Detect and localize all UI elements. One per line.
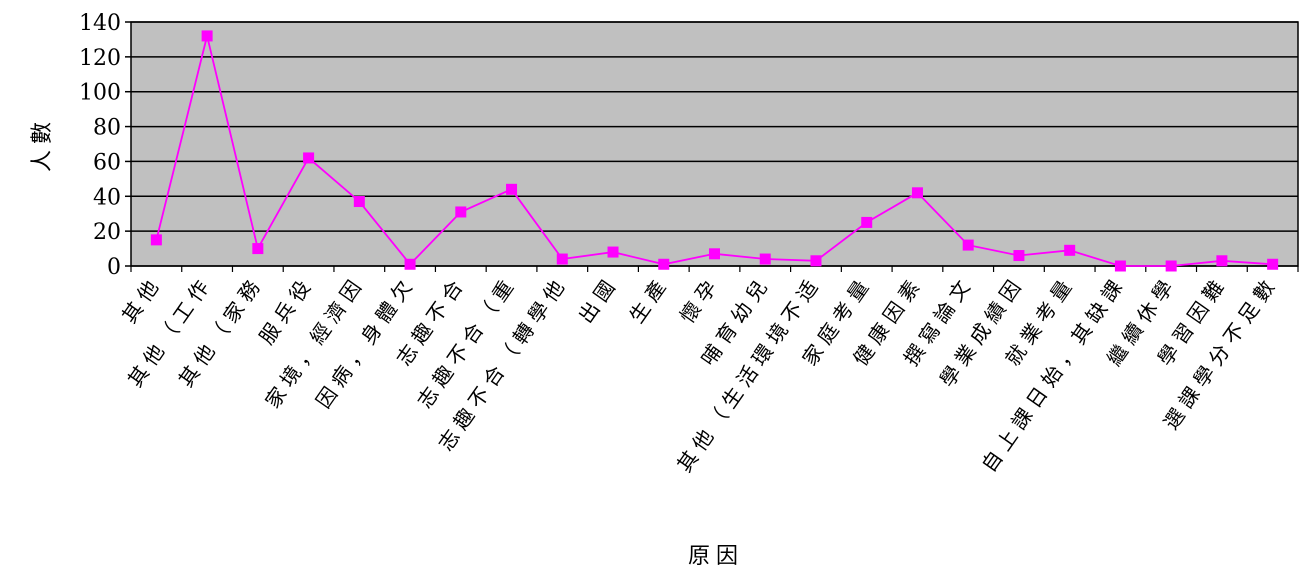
x-axis-ticks [130,266,1299,272]
data-point-marker [861,216,873,228]
data-point-marker [810,255,822,267]
x-category-label: 其他 [117,271,166,327]
y-tick-label: 120 [79,46,121,71]
data-point-marker [1216,255,1228,267]
data-point-marker [556,253,568,265]
data-point-marker [911,187,923,199]
y-tick-label: 100 [79,81,121,106]
x-axis-category-labels: 其他其他（工作其他（家務服兵役家境，經濟因因病，身體欠志趣不合志趣不合（重志趣不… [117,271,1283,476]
data-point-marker [353,196,365,208]
data-point-marker [1114,260,1126,272]
data-point-marker [1165,260,1177,272]
data-point-marker [404,258,416,270]
y-tick-label: 20 [93,220,121,245]
y-tick-label: 80 [93,116,121,141]
data-point-marker [252,243,264,255]
data-point-marker [506,183,518,195]
x-category-label: 生產 [624,271,673,327]
x-category-label: 懷孕 [675,271,724,327]
gridlines [131,21,1298,267]
data-point-marker [658,258,670,270]
data-point-marker [150,234,162,246]
data-point-marker [455,206,467,218]
y-axis-tick-labels: 0 20 40 60 80 100 120 140 [79,11,131,280]
data-point-marker [1064,244,1076,256]
data-markers [150,30,1279,272]
data-point-marker [1267,258,1279,270]
data-point-marker [201,30,213,42]
data-point-marker [962,239,974,251]
data-point-marker [709,248,720,260]
y-tick-label: 40 [93,185,121,210]
data-point-marker [759,253,771,265]
data-point-marker [303,152,315,164]
plot-area [130,21,1299,267]
y-axis-title: 人數 [30,116,55,172]
data-point-marker [607,246,619,258]
x-category-label: 出國 [574,271,623,327]
y-tick-label: 140 [79,11,121,36]
y-tick-label: 0 [107,255,121,280]
x-axis-title: 原因 [688,544,744,569]
y-tick-label: 60 [93,150,121,175]
data-point-marker [1013,250,1025,262]
